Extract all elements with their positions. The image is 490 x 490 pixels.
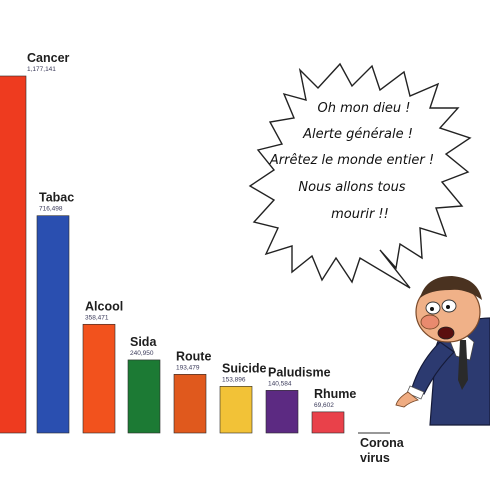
- value-label: 358,471: [85, 314, 109, 321]
- speech-bubble: Oh mon dieu ! Alerte générale ! Arrêtez …: [248, 62, 472, 289]
- value-label: 153,896: [222, 376, 246, 383]
- bar-tabac: [36, 215, 70, 434]
- cartoon-man-illustration: [395, 276, 490, 426]
- category-label: Rhume: [314, 387, 356, 401]
- category-label: Alcool: [85, 299, 123, 313]
- category-label: Suicide: [222, 361, 267, 375]
- value-label: 1,177,141: [27, 66, 56, 73]
- bar-route: [173, 374, 207, 434]
- category-label: Route: [176, 349, 211, 363]
- bar-cancer: [0, 75, 27, 434]
- speech-bubble-line: Nous allons tous: [298, 180, 405, 195]
- speech-bubble-shape: [248, 62, 472, 289]
- value-label: 69,602: [314, 402, 334, 409]
- bars-group: [0, 75, 390, 434]
- category-label: Cancer: [27, 51, 70, 65]
- speech-bubble-line: Alerte générale !: [302, 127, 413, 142]
- value-label: 140,584: [268, 380, 292, 387]
- bar-suicide: [219, 386, 253, 434]
- value-label: 193,479: [176, 364, 200, 371]
- category-label: Sida: [130, 335, 157, 349]
- value-label: 716,498: [39, 206, 63, 213]
- speech-bubble-line: Oh mon dieu !: [317, 101, 410, 116]
- bar-paludisme: [265, 390, 299, 434]
- bar-alcool: [82, 323, 116, 434]
- speech-bubble-line: Arrêtez le monde entier !: [269, 153, 434, 168]
- value-label: 240,950: [130, 350, 154, 357]
- category-label: Tabac: [39, 191, 74, 205]
- category-label: Corona: [360, 436, 405, 450]
- category-label: virus: [360, 451, 390, 465]
- bar-sida: [127, 359, 161, 434]
- speech-bubble-line: mourir !!: [331, 207, 389, 222]
- category-label: Paludisme: [268, 365, 331, 379]
- bar-rhume: [311, 411, 345, 434]
